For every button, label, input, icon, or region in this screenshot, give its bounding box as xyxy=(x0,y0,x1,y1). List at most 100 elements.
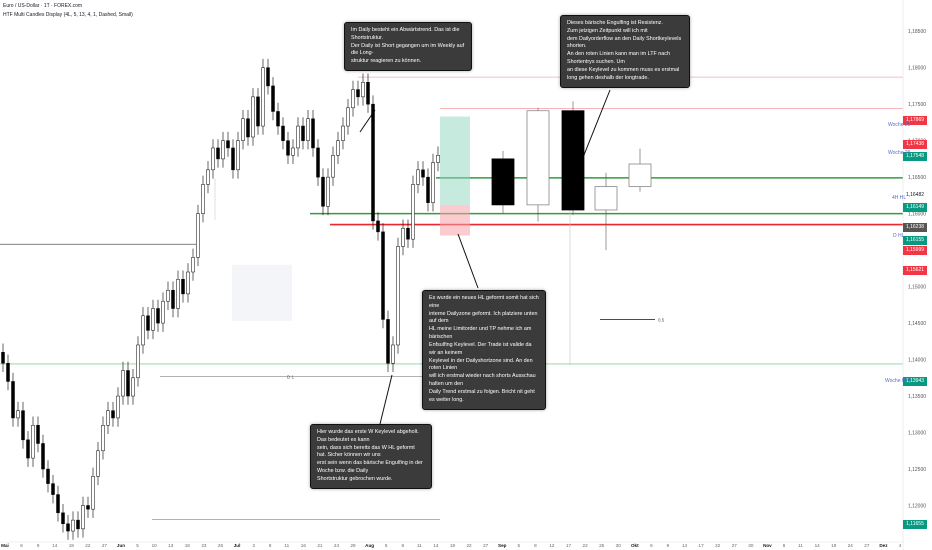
candle-body xyxy=(246,118,250,138)
candle-body xyxy=(421,169,425,178)
price-badge: 1,17548 xyxy=(903,151,927,161)
time-tick-label: Okt xyxy=(631,543,639,548)
level-label: Woche 29 xyxy=(888,122,911,128)
time-tick-label: 22 xyxy=(583,543,589,548)
price-tick-label: 1,16500 xyxy=(908,175,926,181)
candle-body xyxy=(126,370,130,397)
level-label: 4H HL xyxy=(892,195,907,201)
candle-body xyxy=(426,176,430,203)
level-label: D HL xyxy=(893,233,905,239)
candle-body xyxy=(1,352,5,364)
candle-body xyxy=(181,279,185,295)
time-tick-label: 27 xyxy=(102,543,108,548)
time-tick-label: 19 xyxy=(831,543,837,548)
htf-candle-body xyxy=(594,186,618,211)
time-tick-label: 11 xyxy=(417,543,422,548)
note-new-hl[interactable]: Es wurde ein neues HL geformt somit hat … xyxy=(422,290,546,410)
candle-body xyxy=(141,315,145,346)
time-tick-label: 25 xyxy=(599,543,605,548)
price-tick-label: 1,12000 xyxy=(908,504,926,510)
time-tick-label: Mai xyxy=(1,543,9,548)
price-tick-label: 1,18500 xyxy=(908,29,926,35)
candle-body xyxy=(376,220,380,233)
time-tick-label: 14 xyxy=(433,543,439,548)
time-tick-label: Jul xyxy=(234,543,241,548)
candle-body xyxy=(6,362,10,382)
candle-body xyxy=(156,308,160,324)
candle-body xyxy=(346,107,350,127)
note-daily-downtrend[interactable]: Im Daily besteht ein Abwärtstrend. Das i… xyxy=(344,22,472,72)
time-tick-label: 13 xyxy=(168,543,174,548)
candle-body xyxy=(406,227,410,240)
candle-body xyxy=(161,300,165,324)
time-tick-label: 14 xyxy=(682,543,688,548)
time-tick-label: 6 xyxy=(20,543,23,548)
time-tick-label: 22 xyxy=(85,543,91,548)
candle-body xyxy=(306,118,310,141)
candle-body xyxy=(131,377,135,397)
candle-body xyxy=(396,246,400,346)
candle-body xyxy=(241,118,245,141)
candle-body xyxy=(411,184,415,240)
time-tick-label: 23 xyxy=(201,543,207,548)
daily-candles xyxy=(1,58,440,540)
time-tick-label: 11 xyxy=(798,543,803,548)
time-tick-label: 8 xyxy=(269,543,272,548)
candle-body xyxy=(366,82,370,105)
candle-body xyxy=(136,344,140,379)
candle-body xyxy=(166,289,170,302)
htf-candle-body xyxy=(628,163,652,188)
time-tick-label: 14 xyxy=(815,543,821,548)
candle-body xyxy=(361,82,365,98)
candle-body xyxy=(26,439,30,459)
price-badge: 1,11655 xyxy=(903,519,927,529)
time-tick-label: 8 xyxy=(401,543,404,548)
candle-body xyxy=(96,450,100,477)
candle-body xyxy=(176,279,180,309)
candle-body xyxy=(401,227,405,247)
candle-body xyxy=(291,147,295,156)
time-tick-label: 27 xyxy=(483,543,489,548)
candle-body xyxy=(351,89,355,109)
candle-body xyxy=(51,483,55,495)
time-tick-label: 17 xyxy=(566,543,572,548)
candle-body xyxy=(191,257,195,273)
price-badge: 1,16238 xyxy=(903,222,927,232)
candle-body xyxy=(106,410,110,426)
time-tick-label: Sep xyxy=(498,543,507,548)
note-first-w-keylevel[interactable]: Hier wurde das erste W Keylevel abgeholt… xyxy=(310,424,432,489)
candle-body xyxy=(321,176,325,207)
candle-body xyxy=(101,424,105,452)
trade-loss-zone xyxy=(440,204,470,236)
price-tick-label: 1,16000 xyxy=(908,212,926,218)
time-tick-label: Dez xyxy=(879,543,888,548)
candle-body xyxy=(326,176,330,207)
time-tick-label: 9 xyxy=(667,543,670,548)
candle-body xyxy=(46,468,50,484)
candle-body xyxy=(76,519,80,530)
candle-body xyxy=(221,140,225,160)
candle-body xyxy=(201,184,205,214)
candle-body xyxy=(206,169,210,185)
candle-body xyxy=(146,315,150,331)
time-tick-label: 17 xyxy=(699,543,705,548)
price-badge: 1,16482 xyxy=(903,190,927,200)
time-tick-label: 6 xyxy=(783,543,786,548)
time-tick-label: 22 xyxy=(715,543,721,548)
note-bearish-engulfing[interactable]: Dieses bärische Engulfing ist Resistenz.… xyxy=(560,15,690,88)
candle-body xyxy=(171,289,175,309)
time-tick-label: 30 xyxy=(748,543,754,548)
candle-body xyxy=(71,519,75,532)
note-pointer xyxy=(379,374,393,425)
candle-body xyxy=(386,319,390,364)
indicator-label[interactable]: HTF Multi Candles Display (4L, 5, 13, 4,… xyxy=(3,12,133,18)
time-tick-label: 12 xyxy=(549,543,555,548)
time-tick-label: Aug xyxy=(365,543,374,548)
time-tick-label: 21 xyxy=(317,543,323,548)
candle-body xyxy=(436,154,440,163)
time-axis[interactable]: Mai 6 9 14 19 22 27 Jun 5 10 13 18 23 26 Jul 3 8 11 16 21 24… xyxy=(0,541,903,548)
candle-body xyxy=(311,118,315,149)
candle-body xyxy=(11,381,15,419)
candle-body xyxy=(336,140,340,156)
